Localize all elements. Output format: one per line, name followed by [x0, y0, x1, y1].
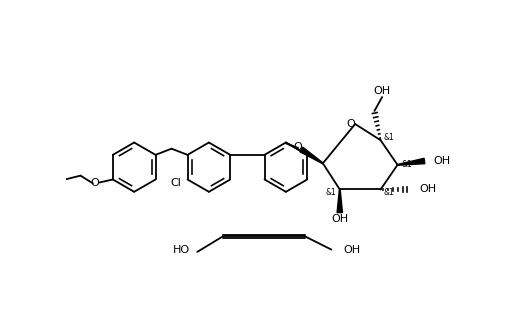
Text: O: O	[91, 178, 100, 188]
Text: OH: OH	[433, 156, 451, 166]
Polygon shape	[337, 190, 342, 213]
Text: OH: OH	[331, 214, 349, 224]
Text: Cl: Cl	[170, 178, 181, 188]
Text: OH: OH	[419, 185, 436, 194]
Polygon shape	[300, 147, 323, 163]
Text: &1: &1	[326, 188, 337, 197]
Polygon shape	[398, 158, 425, 165]
Text: HO: HO	[173, 245, 190, 255]
Text: O: O	[346, 119, 355, 129]
Text: &1: &1	[383, 133, 394, 142]
Text: OH: OH	[344, 244, 361, 255]
Text: &1: &1	[401, 160, 412, 169]
Text: &1: &1	[383, 188, 394, 197]
Text: O: O	[293, 142, 302, 152]
Text: OH: OH	[374, 86, 391, 96]
